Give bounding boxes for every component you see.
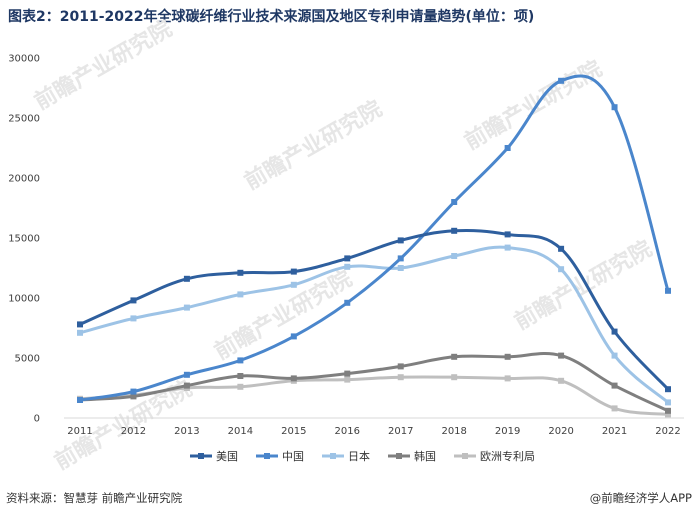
data-point — [397, 265, 404, 271]
data-point — [665, 287, 671, 294]
series-line-韩国 — [79, 352, 669, 413]
data-point — [397, 255, 404, 262]
legend-label: 中国 — [282, 450, 304, 463]
data-point — [183, 304, 190, 311]
data-point — [237, 269, 244, 276]
source-note: 资料来源：智慧芽 前瞻产业研究院 — [6, 491, 183, 505]
data-point — [665, 411, 671, 418]
x-tick-label: 2018 — [441, 426, 466, 437]
x-tick-label: 2019 — [495, 426, 520, 437]
legend-label: 欧洲专利局 — [480, 449, 535, 463]
data-point — [504, 244, 511, 251]
watermark-text: 前瞻产业研究院 — [210, 266, 356, 366]
series-line-欧洲专利局 — [79, 375, 669, 416]
data-point — [290, 268, 297, 275]
data-point — [611, 382, 618, 389]
data-point — [558, 266, 565, 273]
y-tick-label: 20000 — [8, 174, 40, 185]
data-point — [504, 375, 511, 382]
data-point — [665, 407, 671, 414]
y-tick-label: 10000 — [8, 294, 40, 305]
data-point — [237, 373, 244, 379]
data-point — [451, 227, 458, 234]
x-tick-label: 2015 — [281, 426, 306, 437]
data-point — [77, 329, 83, 336]
data-point — [344, 263, 351, 270]
y-tick-label: 5000 — [15, 354, 40, 365]
x-tick-label: 2012 — [121, 426, 146, 437]
data-point — [397, 374, 404, 381]
data-point — [130, 315, 137, 322]
data-point — [504, 353, 511, 360]
x-tick-label: 2011 — [67, 426, 92, 437]
data-point — [77, 397, 83, 403]
data-point — [451, 199, 458, 205]
legend-label: 美国 — [216, 450, 238, 463]
data-point — [237, 357, 244, 364]
data-point — [504, 145, 511, 151]
legend-swatch-marker — [396, 453, 402, 459]
watermark-text: 前瞻产业研究院 — [460, 56, 606, 156]
data-point — [397, 237, 404, 244]
data-point — [504, 231, 511, 238]
data-point — [290, 375, 297, 382]
chart-title: 图表2：2011-2022年全球碳纤维行业技术来源国及地区专利申请量趋势(单位：… — [8, 9, 535, 25]
data-point — [451, 253, 458, 259]
data-point — [665, 399, 671, 406]
x-tick-label: 2020 — [548, 426, 573, 437]
x-tick-label: 2022 — [655, 426, 680, 437]
y-tick-label: 25000 — [8, 114, 40, 125]
data-point — [611, 328, 618, 335]
legend-label: 日本 — [348, 449, 370, 463]
data-point — [611, 104, 618, 111]
y-tick-label: 30000 — [8, 54, 40, 65]
data-point — [290, 333, 297, 340]
data-point — [344, 370, 351, 377]
legend-swatch-marker — [264, 453, 270, 459]
data-point — [237, 291, 244, 298]
data-point — [77, 321, 83, 328]
data-point — [344, 299, 351, 306]
x-tick-label: 2014 — [228, 426, 253, 437]
data-point — [183, 382, 190, 389]
y-tick-label: 0 — [34, 414, 40, 425]
data-point — [290, 281, 297, 288]
data-point — [558, 352, 565, 359]
data-point — [558, 245, 565, 252]
x-tick-label: 2016 — [335, 426, 360, 437]
data-point — [558, 377, 565, 384]
y-tick-label: 15000 — [8, 234, 40, 245]
data-point — [183, 275, 190, 282]
data-point — [344, 376, 351, 383]
watermark-text: 前瞻产业研究院 — [240, 96, 386, 196]
data-point — [451, 374, 458, 381]
data-point — [344, 255, 351, 262]
legend-swatch-marker — [330, 453, 336, 459]
x-tick-label: 2013 — [174, 426, 199, 437]
data-point — [237, 383, 244, 390]
data-point — [558, 77, 565, 84]
data-point — [611, 405, 618, 412]
data-point — [665, 386, 671, 393]
watermark-text: 前瞻产业研究院 — [30, 16, 176, 116]
data-point — [397, 363, 404, 370]
x-tick-label: 2017 — [388, 426, 413, 437]
data-point — [183, 371, 190, 378]
data-point — [611, 352, 618, 359]
legend-swatch-marker — [462, 453, 468, 459]
legend-swatch-marker — [198, 453, 204, 459]
data-point — [130, 388, 137, 395]
data-point — [451, 353, 458, 360]
data-point — [130, 297, 137, 304]
x-tick-label: 2021 — [602, 426, 627, 437]
credit-note: @前瞻经济学人APP — [589, 491, 692, 505]
legend-label: 韩国 — [414, 449, 436, 463]
data-point — [130, 393, 137, 400]
